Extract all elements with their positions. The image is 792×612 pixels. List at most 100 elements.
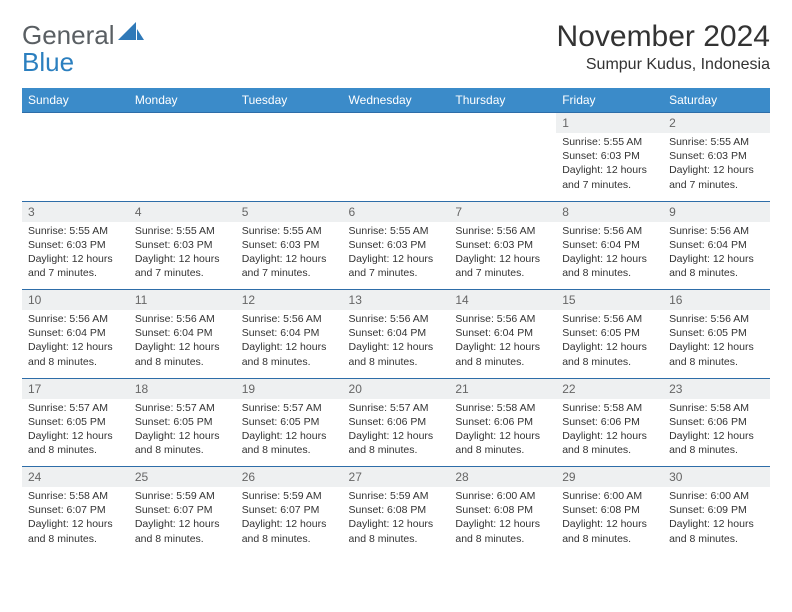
daylight-text: Daylight: 12 hours and 8 minutes.	[349, 340, 444, 368]
day-content-cell: Sunrise: 5:56 AMSunset: 6:04 PMDaylight:…	[129, 310, 236, 378]
sunset-text: Sunset: 6:03 PM	[455, 238, 550, 252]
weekday-header: Monday	[129, 88, 236, 113]
sunset-text: Sunset: 6:08 PM	[349, 503, 444, 517]
sunset-text: Sunset: 6:04 PM	[669, 238, 764, 252]
day-content-cell: Sunrise: 5:57 AMSunset: 6:05 PMDaylight:…	[129, 399, 236, 467]
day-content-row: Sunrise: 5:55 AMSunset: 6:03 PMDaylight:…	[22, 133, 770, 201]
day-number-cell: 17	[22, 378, 129, 399]
day-content-cell	[22, 133, 129, 201]
day-number-row: 24252627282930	[22, 467, 770, 488]
day-content-cell: Sunrise: 5:58 AMSunset: 6:06 PMDaylight:…	[663, 399, 770, 467]
daylight-text: Daylight: 12 hours and 8 minutes.	[349, 429, 444, 457]
weekday-header: Tuesday	[236, 88, 343, 113]
sunset-text: Sunset: 6:06 PM	[562, 415, 657, 429]
day-content-cell: Sunrise: 5:56 AMSunset: 6:04 PMDaylight:…	[236, 310, 343, 378]
sunrise-text: Sunrise: 5:56 AM	[669, 312, 764, 326]
day-content-cell: Sunrise: 5:57 AMSunset: 6:05 PMDaylight:…	[236, 399, 343, 467]
day-number-row: 17181920212223	[22, 378, 770, 399]
day-number-cell: 30	[663, 467, 770, 488]
weekday-header: Friday	[556, 88, 663, 113]
day-number-cell: 20	[343, 378, 450, 399]
sunrise-text: Sunrise: 6:00 AM	[455, 489, 550, 503]
day-content-cell: Sunrise: 5:59 AMSunset: 6:07 PMDaylight:…	[236, 487, 343, 555]
day-number-cell: 12	[236, 290, 343, 311]
sunset-text: Sunset: 6:07 PM	[28, 503, 123, 517]
day-content-cell	[449, 133, 556, 201]
sunrise-text: Sunrise: 5:57 AM	[242, 401, 337, 415]
daylight-text: Daylight: 12 hours and 8 minutes.	[242, 340, 337, 368]
sunrise-text: Sunrise: 5:55 AM	[28, 224, 123, 238]
day-content-cell: Sunrise: 5:56 AMSunset: 6:04 PMDaylight:…	[663, 222, 770, 290]
sunrise-text: Sunrise: 6:00 AM	[562, 489, 657, 503]
day-number-cell	[343, 113, 450, 134]
sunrise-text: Sunrise: 5:58 AM	[28, 489, 123, 503]
sunrise-text: Sunrise: 5:56 AM	[562, 312, 657, 326]
day-content-cell	[129, 133, 236, 201]
day-number-cell: 22	[556, 378, 663, 399]
day-number-cell: 19	[236, 378, 343, 399]
day-number-cell: 4	[129, 201, 236, 222]
daylight-text: Daylight: 12 hours and 8 minutes.	[669, 429, 764, 457]
day-number-row: 10111213141516	[22, 290, 770, 311]
sunset-text: Sunset: 6:06 PM	[349, 415, 444, 429]
sail-icon	[118, 20, 144, 42]
day-number-cell: 1	[556, 113, 663, 134]
title-block: November 2024 Sumpur Kudus, Indonesia	[557, 20, 770, 74]
day-number-cell: 7	[449, 201, 556, 222]
day-content-cell: Sunrise: 5:58 AMSunset: 6:06 PMDaylight:…	[556, 399, 663, 467]
sunrise-text: Sunrise: 5:55 AM	[349, 224, 444, 238]
sunset-text: Sunset: 6:03 PM	[28, 238, 123, 252]
sunrise-text: Sunrise: 6:00 AM	[669, 489, 764, 503]
weekday-header-row: SundayMondayTuesdayWednesdayThursdayFrid…	[22, 88, 770, 113]
sunrise-text: Sunrise: 5:56 AM	[455, 312, 550, 326]
weekday-header: Wednesday	[343, 88, 450, 113]
day-number-cell: 6	[343, 201, 450, 222]
day-content-cell: Sunrise: 5:59 AMSunset: 6:07 PMDaylight:…	[129, 487, 236, 555]
sunset-text: Sunset: 6:05 PM	[28, 415, 123, 429]
sunrise-text: Sunrise: 5:56 AM	[562, 224, 657, 238]
sunrise-text: Sunrise: 5:59 AM	[242, 489, 337, 503]
day-content-cell: Sunrise: 5:55 AMSunset: 6:03 PMDaylight:…	[663, 133, 770, 201]
day-content-row: Sunrise: 5:57 AMSunset: 6:05 PMDaylight:…	[22, 399, 770, 467]
day-content-cell: Sunrise: 5:56 AMSunset: 6:04 PMDaylight:…	[343, 310, 450, 378]
day-content-cell: Sunrise: 5:55 AMSunset: 6:03 PMDaylight:…	[236, 222, 343, 290]
sunrise-text: Sunrise: 5:58 AM	[455, 401, 550, 415]
day-content-cell: Sunrise: 5:56 AMSunset: 6:05 PMDaylight:…	[556, 310, 663, 378]
sunset-text: Sunset: 6:04 PM	[242, 326, 337, 340]
daylight-text: Daylight: 12 hours and 8 minutes.	[455, 429, 550, 457]
daylight-text: Daylight: 12 hours and 8 minutes.	[28, 429, 123, 457]
daylight-text: Daylight: 12 hours and 8 minutes.	[349, 517, 444, 545]
sunset-text: Sunset: 6:07 PM	[135, 503, 230, 517]
sunset-text: Sunset: 6:09 PM	[669, 503, 764, 517]
sunset-text: Sunset: 6:03 PM	[349, 238, 444, 252]
day-number-cell: 23	[663, 378, 770, 399]
sunset-text: Sunset: 6:04 PM	[135, 326, 230, 340]
day-number-cell: 28	[449, 467, 556, 488]
daylight-text: Daylight: 12 hours and 8 minutes.	[242, 517, 337, 545]
day-content-cell: Sunrise: 5:55 AMSunset: 6:03 PMDaylight:…	[129, 222, 236, 290]
day-content-row: Sunrise: 5:56 AMSunset: 6:04 PMDaylight:…	[22, 310, 770, 378]
day-number-cell: 25	[129, 467, 236, 488]
daylight-text: Daylight: 12 hours and 7 minutes.	[28, 252, 123, 280]
daylight-text: Daylight: 12 hours and 8 minutes.	[135, 517, 230, 545]
day-number-cell: 11	[129, 290, 236, 311]
day-content-cell: Sunrise: 5:58 AMSunset: 6:06 PMDaylight:…	[449, 399, 556, 467]
sunrise-text: Sunrise: 5:57 AM	[349, 401, 444, 415]
day-content-cell: Sunrise: 6:00 AMSunset: 6:09 PMDaylight:…	[663, 487, 770, 555]
day-content-cell: Sunrise: 5:58 AMSunset: 6:07 PMDaylight:…	[22, 487, 129, 555]
day-content-cell: Sunrise: 6:00 AMSunset: 6:08 PMDaylight:…	[449, 487, 556, 555]
calendar-table: SundayMondayTuesdayWednesdayThursdayFrid…	[22, 88, 770, 555]
day-number-cell: 29	[556, 467, 663, 488]
sunrise-text: Sunrise: 5:58 AM	[562, 401, 657, 415]
sunrise-text: Sunrise: 5:56 AM	[669, 224, 764, 238]
day-number-cell: 26	[236, 467, 343, 488]
sunset-text: Sunset: 6:03 PM	[135, 238, 230, 252]
daylight-text: Daylight: 12 hours and 8 minutes.	[455, 517, 550, 545]
day-content-cell	[343, 133, 450, 201]
day-content-cell: Sunrise: 5:55 AMSunset: 6:03 PMDaylight:…	[343, 222, 450, 290]
sunset-text: Sunset: 6:05 PM	[562, 326, 657, 340]
sunset-text: Sunset: 6:06 PM	[455, 415, 550, 429]
sunrise-text: Sunrise: 5:57 AM	[28, 401, 123, 415]
daylight-text: Daylight: 12 hours and 8 minutes.	[562, 517, 657, 545]
day-content-cell: Sunrise: 5:59 AMSunset: 6:08 PMDaylight:…	[343, 487, 450, 555]
